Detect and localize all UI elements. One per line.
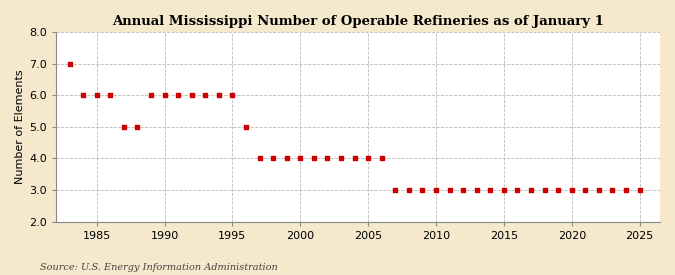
Point — [349, 156, 360, 161]
Point — [593, 188, 604, 192]
Point — [186, 93, 197, 97]
Point — [268, 156, 279, 161]
Point — [173, 93, 184, 97]
Point — [254, 156, 265, 161]
Point — [539, 188, 550, 192]
Point — [227, 93, 238, 97]
Point — [213, 93, 224, 97]
Point — [295, 156, 306, 161]
Point — [471, 188, 482, 192]
Y-axis label: Number of Elements: Number of Elements — [15, 70, 25, 184]
Point — [281, 156, 292, 161]
Point — [431, 188, 441, 192]
Title: Annual Mississippi Number of Operable Refineries as of January 1: Annual Mississippi Number of Operable Re… — [112, 15, 604, 28]
Point — [146, 93, 157, 97]
Point — [404, 188, 414, 192]
Point — [377, 156, 387, 161]
Point — [335, 156, 346, 161]
Point — [308, 156, 319, 161]
Point — [64, 61, 75, 66]
Point — [458, 188, 468, 192]
Point — [499, 188, 510, 192]
Point — [200, 93, 211, 97]
Point — [580, 188, 591, 192]
Point — [240, 125, 251, 129]
Point — [105, 93, 115, 97]
Point — [322, 156, 333, 161]
Point — [118, 125, 129, 129]
Point — [553, 188, 564, 192]
Point — [159, 93, 170, 97]
Point — [634, 188, 645, 192]
Point — [607, 188, 618, 192]
Point — [362, 156, 373, 161]
Point — [512, 188, 523, 192]
Point — [526, 188, 537, 192]
Point — [390, 188, 401, 192]
Point — [417, 188, 428, 192]
Point — [78, 93, 88, 97]
Point — [485, 188, 495, 192]
Point — [132, 125, 143, 129]
Text: Source: U.S. Energy Information Administration: Source: U.S. Energy Information Administ… — [40, 263, 278, 272]
Point — [566, 188, 577, 192]
Point — [444, 188, 455, 192]
Point — [91, 93, 102, 97]
Point — [621, 188, 632, 192]
